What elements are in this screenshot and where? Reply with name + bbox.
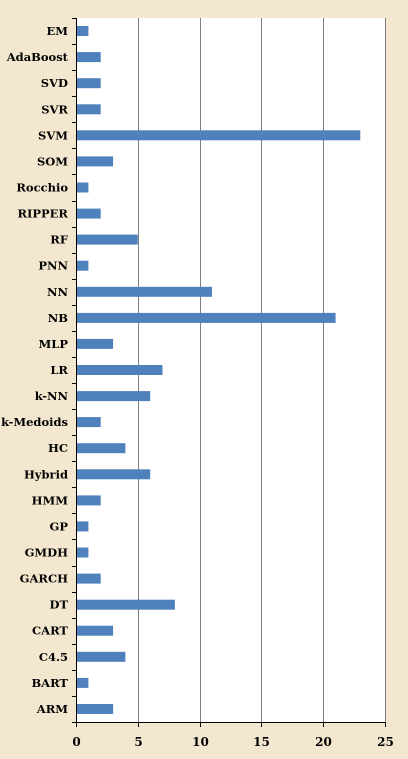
bar-adaboost [76,52,101,63]
bar-dt [76,599,175,610]
bar-gmdh [76,547,89,558]
category-label-rocchio: Rocchio [16,181,68,195]
category-label-rf: RF [50,233,69,247]
category-label-k-medoids: k-Medoids [1,415,68,429]
bar-nb [76,312,336,323]
category-label-gp: GP [50,519,69,533]
bar-k-medoids [76,417,101,428]
bar-k-nn [76,391,151,402]
bar-nn [76,286,212,297]
bar-pnn [76,260,89,271]
x-tick-label-15: 15 [253,735,270,749]
category-label-hc: HC [48,441,68,455]
category-label-nn: NN [47,285,69,299]
category-label-garch: GARCH [20,572,68,586]
category-label-adaboost: AdaBoost [6,50,69,64]
x-tick-label-0: 0 [72,735,80,749]
x-tick-label-25: 25 [377,735,394,749]
x-tick-label-20: 20 [315,735,332,749]
bar-gp [76,521,89,532]
category-label-ripper: RIPPER [17,207,68,221]
x-tick-label-5: 5 [134,735,142,749]
category-label-pnn: PNN [38,259,68,273]
bar-hybrid [76,469,151,480]
bar-rocchio [76,182,89,193]
bar-arm [76,704,114,714]
category-label-svr: SVR [41,102,68,116]
bar-svm [76,130,361,141]
bar-hc [76,443,126,454]
bar-svd [76,78,101,89]
category-label-nb: NB [48,311,69,325]
category-label-em: EM [47,24,69,38]
bar-cart [76,625,114,636]
category-label-bart: BART [31,676,68,690]
x-tick-label-10: 10 [192,735,209,749]
category-label-cart: CART [32,624,68,638]
bar-rf [76,234,138,245]
bar-mlp [76,338,114,349]
category-label-hybrid: Hybrid [24,467,68,481]
bar-garch [76,573,101,584]
bar-c4-5 [76,651,126,662]
bar-lr [76,365,163,375]
category-label-arm: ARM [36,702,68,716]
category-label-gmdh: GMDH [25,546,69,560]
bar-bart [76,677,89,688]
category-label-mlp: MLP [39,337,69,351]
bar-ripper [76,208,101,219]
bar-hmm [76,495,101,506]
category-label-c4-5: C4.5 [39,650,68,664]
category-label-dt: DT [49,598,68,612]
bar-em [76,26,89,36]
category-label-svd: SVD [41,76,68,90]
bar-som [76,156,114,167]
category-label-lr: LR [50,363,68,377]
category-label-k-nn: k-NN [35,389,69,403]
bar-svr [76,104,101,115]
category-label-svm: SVM [38,128,68,142]
category-label-som: SOM [37,154,68,168]
category-label-hmm: HMM [32,493,69,507]
